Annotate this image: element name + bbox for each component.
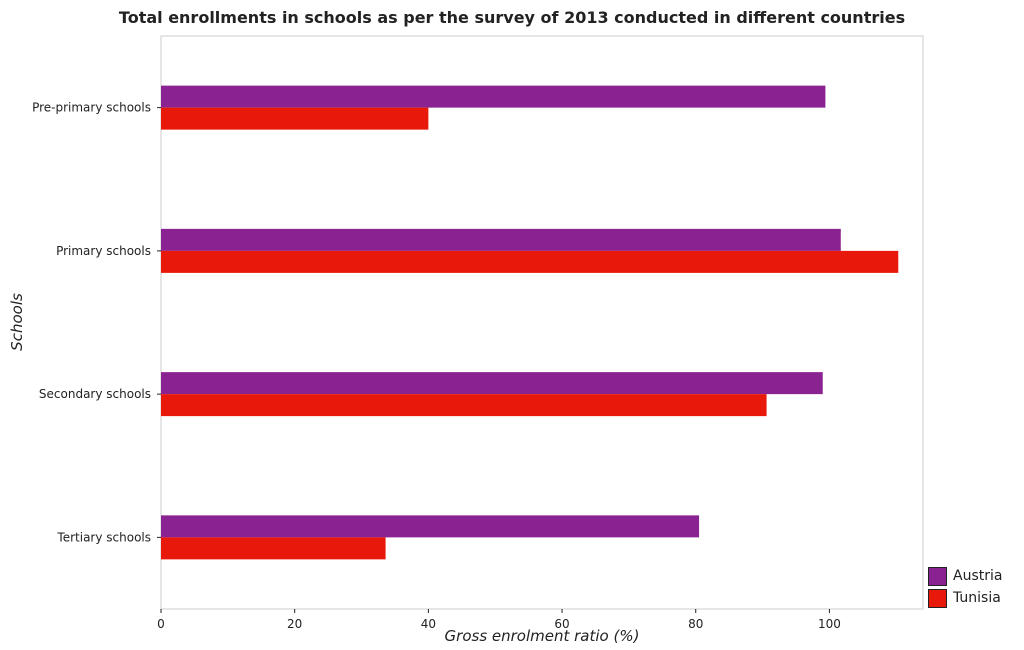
- y-tick-label: Pre-primary schools: [32, 101, 151, 115]
- legend-swatch-austria: [928, 566, 947, 586]
- bar-austria-tertiary-schools: [161, 515, 700, 538]
- legend-item-tunisia: Tunisia: [928, 588, 1002, 608]
- bar-tunisia-secondary-schools: [161, 394, 767, 417]
- bar-austria-primary-schools: [161, 228, 841, 251]
- x-tick-label: 60: [554, 617, 569, 631]
- legend-swatch-tunisia: [928, 588, 947, 608]
- plot-area: [160, 35, 924, 610]
- y-tick-label: Secondary schools: [39, 387, 151, 401]
- x-tick-label: 0: [157, 617, 165, 631]
- x-tick-label: 100: [818, 617, 841, 631]
- legend-label-austria: Austria: [953, 568, 1003, 584]
- x-tick-label: 80: [688, 617, 703, 631]
- legend-label-tunisia: Tunisia: [953, 590, 1001, 606]
- x-axis-label: Gross enrolment ratio (%): [445, 627, 640, 645]
- chart-title: Total enrollments in schools as per the …: [118, 8, 906, 27]
- x-tick-label: 40: [421, 617, 436, 631]
- bar-tunisia-tertiary-schools: [161, 537, 386, 560]
- y-axis-label: Schools: [8, 293, 26, 351]
- bar-austria-pre-primary-schools: [161, 85, 826, 108]
- legend-item-austria: Austria: [928, 566, 1002, 586]
- x-tick-label: 20: [287, 617, 302, 631]
- y-tick-label: Tertiary schools: [56, 530, 151, 544]
- bar-austria-secondary-schools: [161, 372, 823, 395]
- bar-tunisia-primary-schools: [161, 250, 899, 273]
- legend: Austria Tunisia: [928, 566, 1002, 610]
- bar-tunisia-pre-primary-schools: [161, 107, 429, 130]
- y-tick-label: Primary schools: [56, 244, 151, 258]
